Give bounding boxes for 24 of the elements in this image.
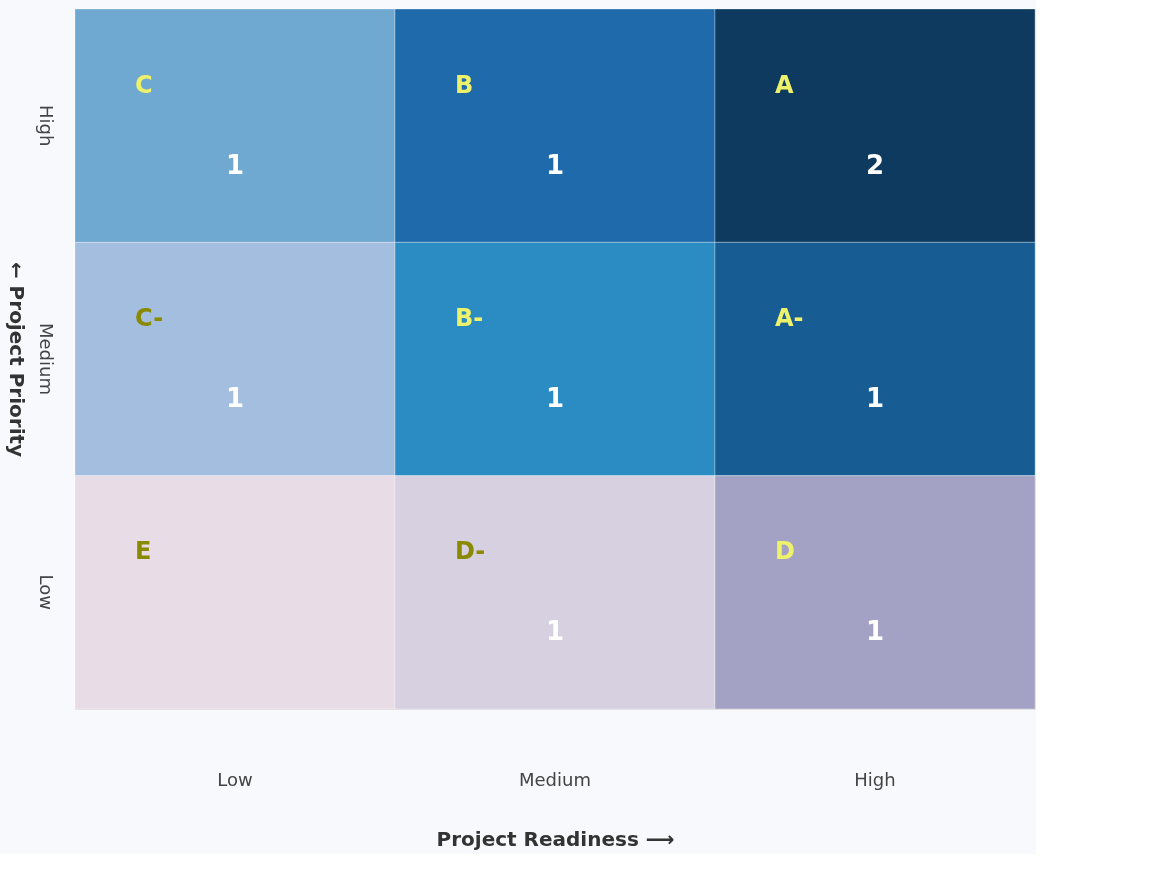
annotation: B: [455, 70, 474, 99]
data-label: 1: [545, 149, 565, 180]
annotation: D: [775, 537, 795, 566]
data-label: 1: [865, 383, 885, 413]
x-axis-title: Project Readiness ⟶: [436, 826, 675, 851]
x-tick-label: Low: [217, 768, 253, 790]
y-axis-title: ← Project Priority: [4, 261, 29, 458]
annotation: D-: [455, 537, 486, 566]
x-tick-label: Medium: [519, 768, 591, 790]
annotation: A: [775, 70, 794, 99]
x-tick-label: High: [854, 768, 896, 790]
y-tick-label: High: [35, 104, 57, 147]
annotation: C: [135, 70, 153, 99]
data-label: 1: [225, 383, 245, 413]
y-tick-label: Low: [35, 574, 57, 611]
annotation: E: [135, 537, 152, 566]
annotation: B-: [455, 304, 484, 332]
data-label: 1: [545, 383, 565, 413]
data-label: 1: [225, 149, 245, 180]
data-label: 1: [865, 616, 885, 647]
annotation: C-: [135, 304, 164, 332]
annotation: A-: [775, 304, 804, 332]
y-tick-label: Medium: [35, 323, 57, 395]
data-label: 2: [865, 149, 885, 180]
